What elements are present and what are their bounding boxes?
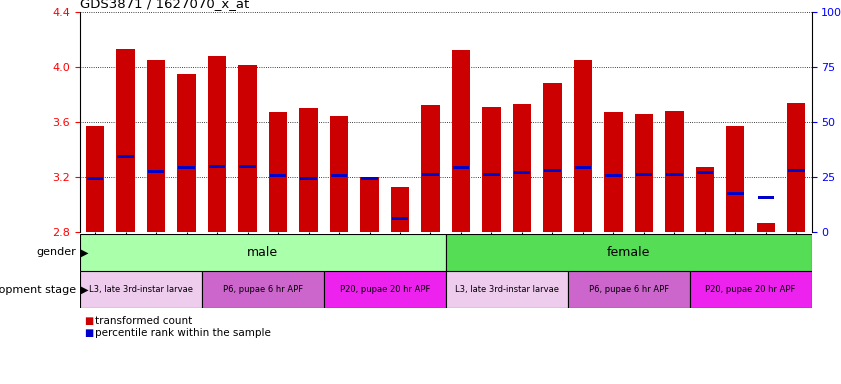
Bar — [758, 196, 774, 199]
Bar — [148, 170, 164, 173]
Bar — [690, 271, 812, 308]
Text: P6, pupae 6 hr APF: P6, pupae 6 hr APF — [589, 285, 669, 294]
Bar — [574, 60, 592, 232]
Bar — [574, 166, 591, 169]
Bar — [484, 173, 500, 176]
Text: GDS3871 / 1627070_x_at: GDS3871 / 1627070_x_at — [80, 0, 249, 10]
Bar — [604, 112, 622, 232]
Bar — [202, 271, 324, 308]
Text: female: female — [607, 246, 650, 259]
Bar — [209, 165, 225, 167]
Text: transformed count: transformed count — [95, 316, 193, 326]
Bar — [513, 104, 531, 232]
Bar — [300, 177, 317, 180]
Text: ■: ■ — [84, 328, 93, 338]
Text: ■: ■ — [84, 316, 93, 326]
Bar — [666, 173, 683, 176]
Bar — [635, 114, 653, 232]
Text: L3, late 3rd-instar larvae: L3, late 3rd-instar larvae — [89, 285, 193, 294]
Bar — [422, 173, 439, 176]
Bar — [116, 49, 135, 232]
Bar — [87, 177, 103, 180]
Bar — [299, 108, 318, 232]
Bar — [421, 105, 440, 232]
Bar — [391, 187, 409, 232]
Bar — [788, 169, 805, 172]
Text: male: male — [247, 246, 278, 259]
Bar — [696, 167, 714, 232]
Bar — [636, 173, 652, 176]
Bar — [269, 112, 287, 232]
Text: L3, late 3rd-instar larvae: L3, late 3rd-instar larvae — [455, 285, 558, 294]
Bar — [238, 65, 257, 232]
Bar — [446, 234, 812, 271]
Bar — [726, 126, 744, 232]
Text: percentile rank within the sample: percentile rank within the sample — [95, 328, 271, 338]
Bar — [514, 172, 530, 174]
Bar — [240, 165, 256, 167]
Bar — [787, 103, 806, 232]
Bar — [360, 177, 378, 232]
Bar — [665, 111, 684, 232]
Bar — [270, 174, 286, 177]
Text: P20, pupae 20 hr APF: P20, pupae 20 hr APF — [340, 285, 430, 294]
Bar — [330, 116, 348, 232]
Bar — [86, 126, 104, 232]
Text: P20, pupae 20 hr APF: P20, pupae 20 hr APF — [706, 285, 796, 294]
Bar — [544, 169, 561, 172]
Bar — [177, 74, 196, 232]
Bar — [178, 166, 195, 169]
Bar — [446, 271, 568, 308]
Bar — [543, 83, 562, 232]
Bar — [331, 174, 347, 177]
Bar — [392, 217, 408, 220]
Bar — [568, 271, 690, 308]
Bar — [324, 271, 446, 308]
Bar — [362, 177, 378, 180]
Bar — [80, 234, 446, 271]
Text: gender: gender — [36, 247, 76, 258]
Text: P6, pupae 6 hr APF: P6, pupae 6 hr APF — [223, 285, 303, 294]
Bar — [452, 166, 469, 169]
Bar — [606, 174, 621, 177]
Bar — [147, 60, 165, 232]
Text: development stage: development stage — [0, 285, 76, 295]
Bar — [452, 50, 470, 232]
Bar — [757, 223, 775, 232]
Bar — [727, 192, 743, 195]
Text: ▶: ▶ — [81, 247, 88, 258]
Bar — [208, 56, 226, 232]
Bar — [696, 172, 713, 174]
Text: ▶: ▶ — [81, 285, 88, 295]
Bar — [118, 155, 134, 158]
Bar — [80, 271, 202, 308]
Bar — [482, 107, 500, 232]
